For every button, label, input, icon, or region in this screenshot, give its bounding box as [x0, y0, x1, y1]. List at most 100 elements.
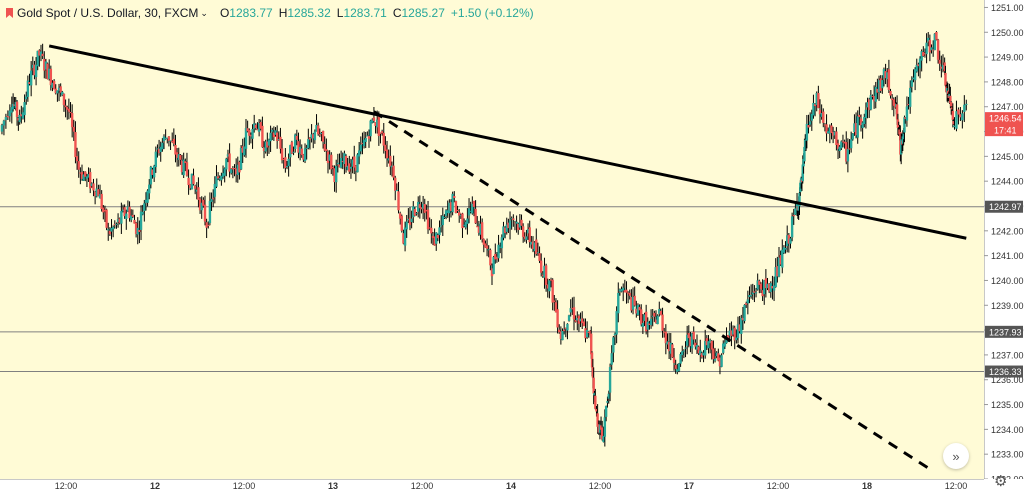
candle-up: [933, 33, 936, 51]
candle-up: [828, 127, 832, 134]
current-price-box: [985, 112, 1023, 137]
candle-up: [14, 102, 17, 108]
candle-down: [379, 132, 382, 134]
candle-down: [33, 64, 36, 76]
candle-down: [179, 155, 182, 160]
candle-down: [595, 408, 598, 412]
candle-up: [85, 176, 89, 179]
candle-up: [120, 211, 123, 224]
candle-up: [699, 350, 702, 356]
candle-up: [593, 392, 596, 396]
candle-up: [756, 280, 759, 290]
candle-down: [523, 236, 526, 239]
candle-down: [108, 230, 112, 235]
candle-down: [490, 268, 494, 277]
candle-up: [722, 343, 725, 353]
candle-up: [239, 147, 243, 170]
candle-down: [180, 160, 184, 173]
candle-down: [70, 113, 74, 128]
candle-down: [171, 141, 174, 143]
candle-up: [877, 80, 881, 93]
candle-down: [512, 218, 515, 220]
candle-up: [886, 72, 889, 80]
candle-down: [228, 153, 231, 172]
candle-down: [420, 207, 423, 210]
candle-up: [156, 148, 159, 150]
candle-down: [275, 132, 279, 141]
candle-up: [677, 363, 681, 371]
candle-down: [628, 292, 631, 296]
candle-down: [382, 132, 385, 146]
candle-down: [279, 136, 282, 149]
candle-up: [253, 123, 256, 129]
candle-down: [295, 135, 299, 140]
candle-up: [26, 80, 30, 97]
candle-down: [841, 141, 845, 143]
close-value: 1285.27: [401, 6, 445, 20]
candle-up: [82, 174, 85, 181]
candle-up: [905, 106, 909, 121]
candle-down: [697, 346, 700, 354]
candle-down: [592, 377, 595, 394]
candle-up: [735, 337, 738, 341]
candle-up: [395, 189, 399, 191]
candle-up: [566, 323, 569, 331]
candle-down: [758, 280, 761, 285]
candle-up: [731, 328, 735, 335]
candle-down: [280, 148, 284, 161]
candle-up: [274, 130, 277, 135]
candle-up: [955, 111, 958, 129]
candle-up: [313, 131, 317, 141]
candle-up: [34, 64, 38, 78]
gear-icon[interactable]: ⚙: [994, 473, 1008, 490]
y-tick-label: 1242.00: [991, 226, 1024, 236]
candle-up: [869, 95, 873, 110]
candle-down: [562, 330, 566, 332]
candle-up: [479, 223, 482, 235]
candle-down: [831, 131, 835, 136]
candle-up: [746, 299, 750, 304]
candle-down: [694, 342, 697, 347]
candle-up: [213, 183, 217, 197]
candle-down: [761, 290, 764, 297]
y-tick-label: 1248.00: [991, 77, 1024, 87]
candle-up: [305, 147, 308, 149]
candle-down: [54, 88, 57, 94]
candle-up: [856, 116, 859, 138]
candle-down: [184, 161, 187, 164]
candle-up: [61, 91, 64, 96]
price-axis: [984, 0, 1024, 491]
candle-down: [507, 222, 510, 229]
candle-down: [193, 185, 197, 189]
candle-down: [922, 51, 925, 56]
candle-down: [601, 427, 604, 440]
candle-down: [17, 118, 20, 121]
candle-up: [930, 47, 933, 51]
candle-down: [582, 321, 586, 327]
candle-up: [166, 137, 169, 139]
candle-up: [356, 154, 359, 173]
candle-up: [421, 203, 425, 209]
candle-up: [243, 146, 246, 156]
scroll-to-latest-button[interactable]: »: [943, 443, 969, 469]
candle-down: [431, 235, 435, 238]
candle-down: [830, 125, 833, 134]
candle-down: [813, 104, 817, 107]
candle-up: [346, 165, 349, 171]
candle-down: [625, 289, 628, 293]
chevron-down-icon[interactable]: ⌄: [200, 7, 208, 18]
candle-up: [221, 173, 225, 177]
candle-down: [290, 142, 294, 154]
candle-up: [303, 148, 307, 162]
candle-up: [617, 292, 620, 314]
candle-up: [220, 175, 223, 181]
candle-up: [39, 51, 43, 56]
candle-up: [602, 435, 605, 443]
candle-up: [417, 201, 420, 212]
candle-down: [887, 69, 891, 90]
candle-up: [448, 202, 451, 214]
candle-down: [556, 309, 559, 328]
symbol-title[interactable]: Gold Spot / U.S. Dollar, 30, FXCM: [17, 6, 199, 20]
